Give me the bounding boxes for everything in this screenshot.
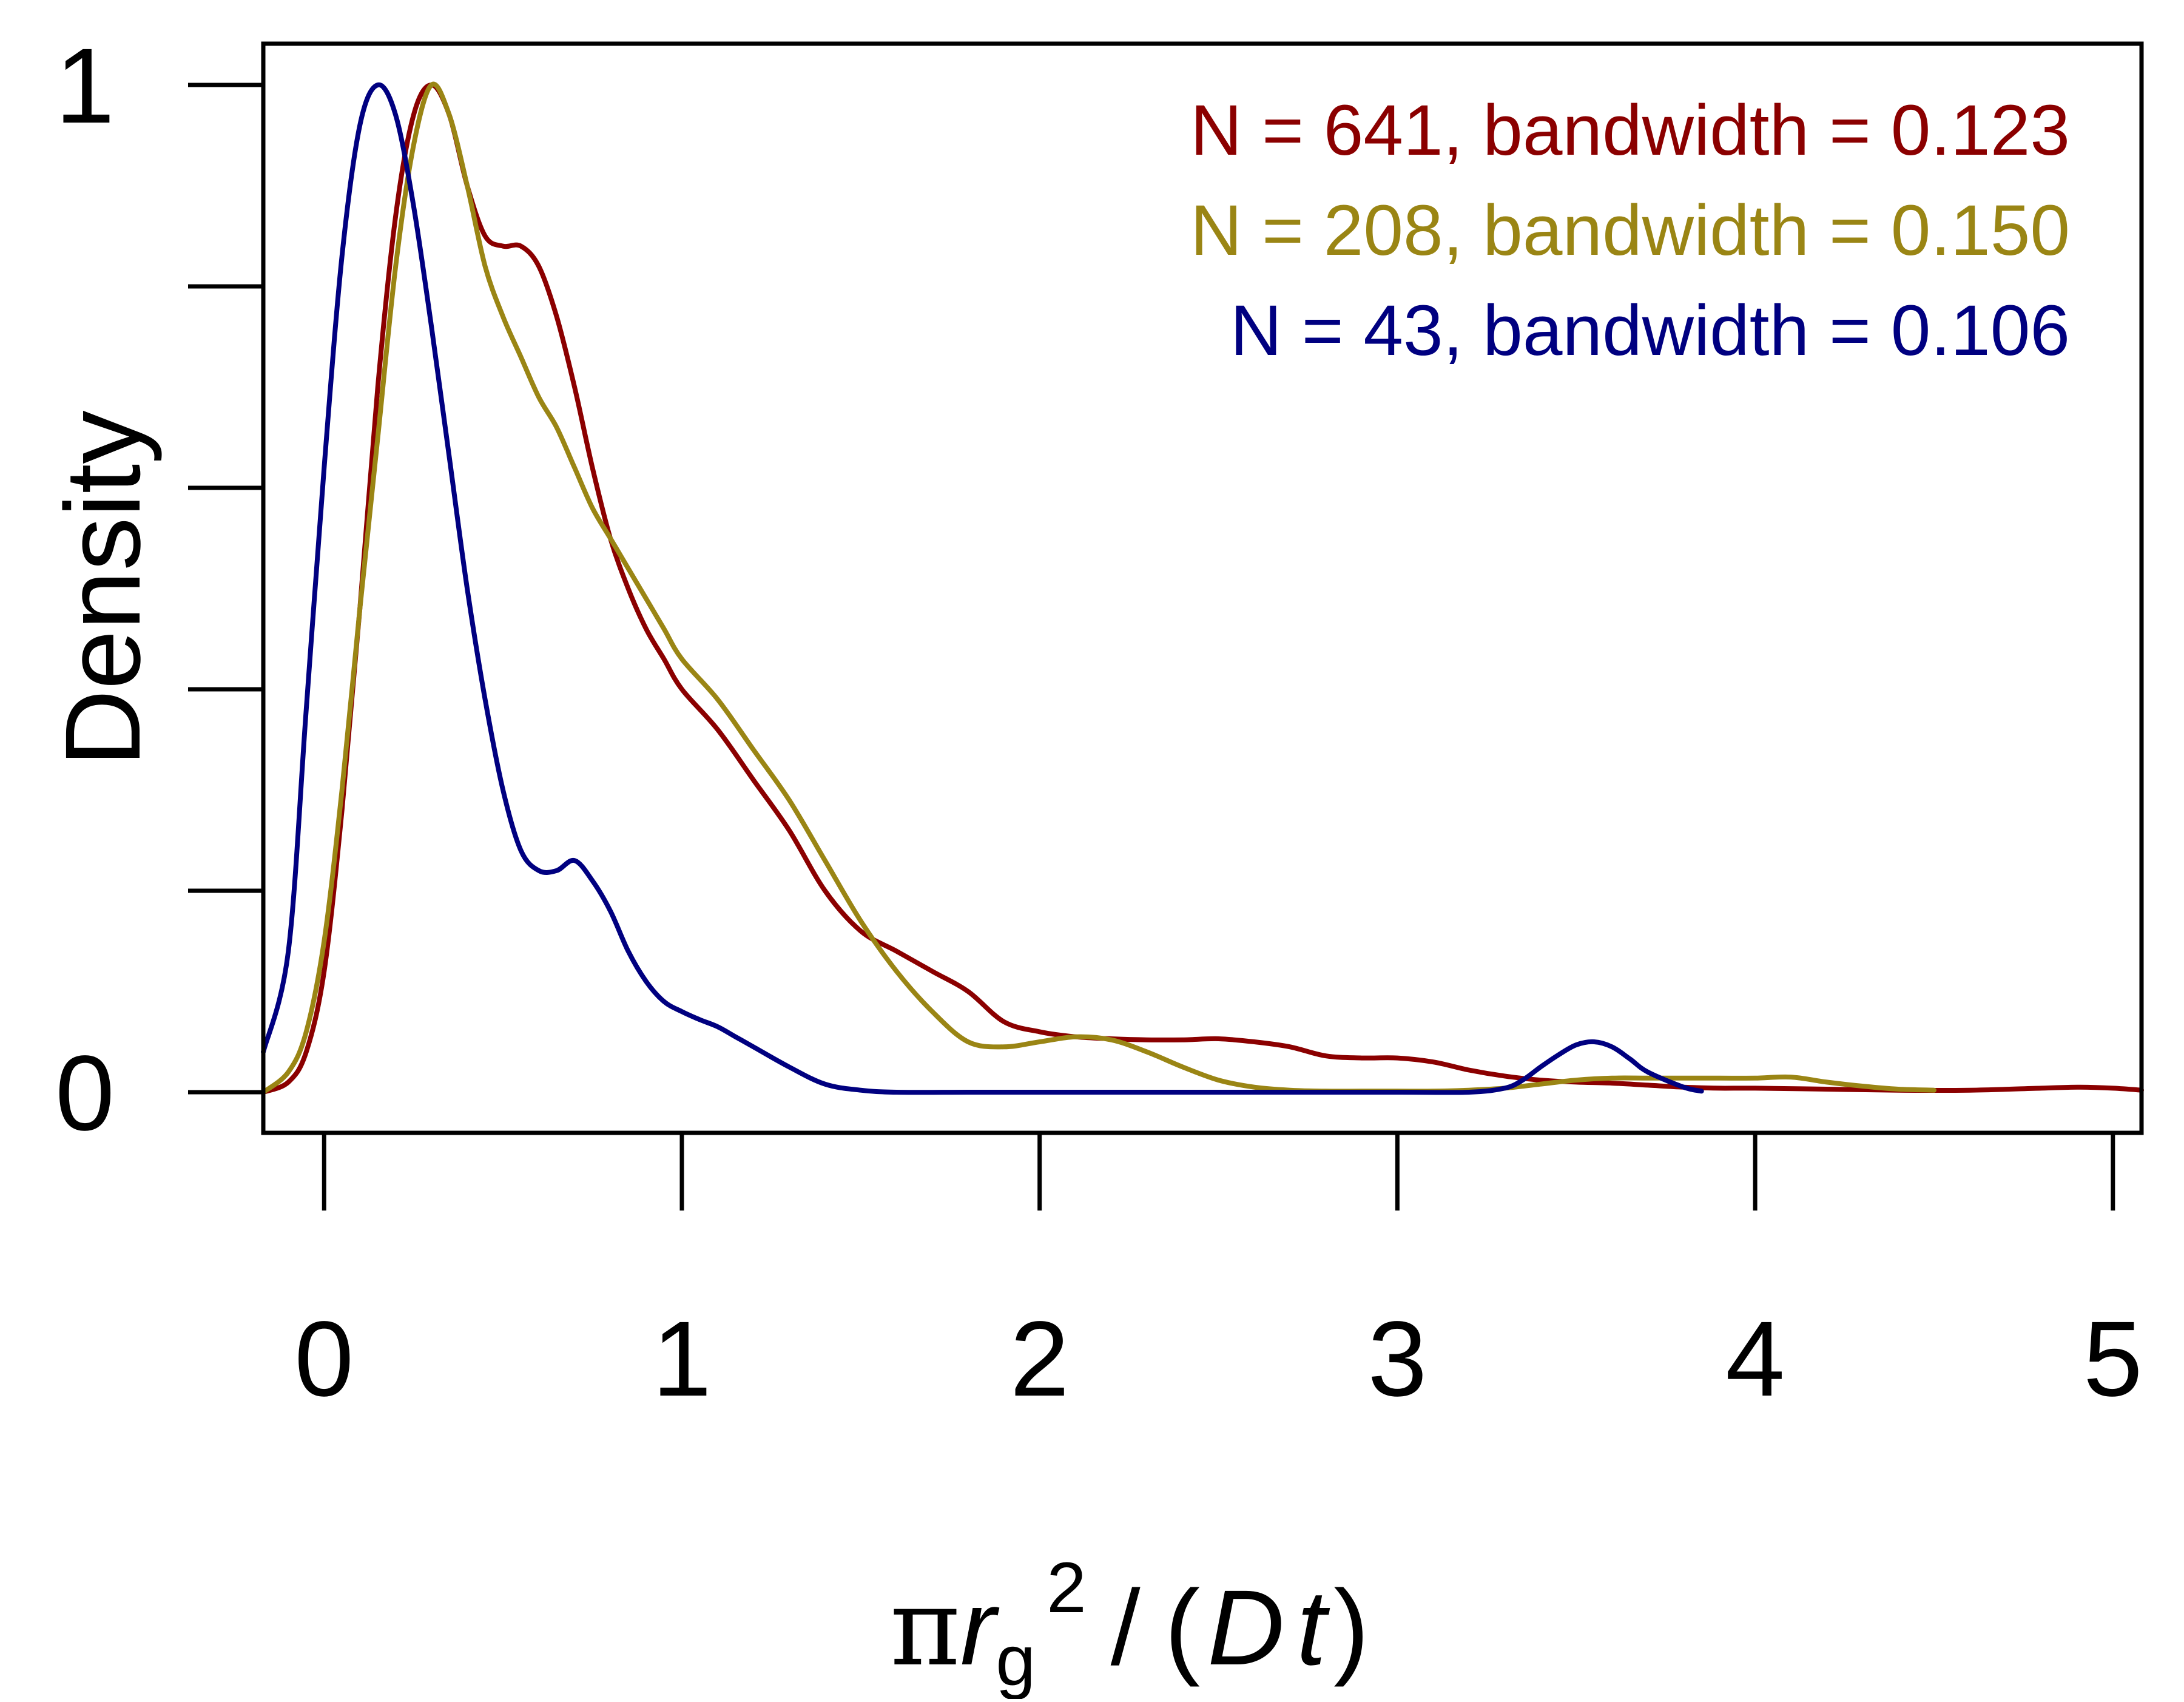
y-tick-label: 0 xyxy=(55,1034,115,1153)
x-tick-label: 1 xyxy=(652,1300,712,1419)
x-axis-title-slash: / xyxy=(1111,1569,1141,1687)
legend: N = 641, bandwidth = 0.123 N = 208, bandw… xyxy=(1190,90,2070,371)
series-layer xyxy=(261,81,2144,1095)
x-axis: 0 1 2 3 4 5 xyxy=(294,1133,2143,1419)
x-axis-title-superscript: 2 xyxy=(1046,1548,1087,1628)
legend-entry-3: N = 43, bandwidth = 0.106 xyxy=(1230,291,2070,371)
x-axis-title-D: D xyxy=(1207,1569,1284,1687)
series-line-2 xyxy=(261,81,1936,1095)
x-axis-title-t: t xyxy=(1296,1569,1330,1687)
x-tick-label: 4 xyxy=(1725,1300,1785,1419)
x-axis-title-r: r xyxy=(960,1569,1000,1687)
y-axis: 01 xyxy=(55,27,263,1153)
legend-entry-1: N = 641, bandwidth = 0.123 xyxy=(1190,90,2070,171)
plot-frame xyxy=(261,41,2144,1135)
x-axis-title-subscript: g xyxy=(996,1621,1036,1699)
series-line-1 xyxy=(261,83,2144,1095)
y-tick-label: 1 xyxy=(55,27,115,146)
x-tick-label: 2 xyxy=(1010,1300,1070,1419)
x-axis-title-open-paren: ( xyxy=(1165,1569,1201,1687)
x-axis-title-close-paren: ) xyxy=(1333,1569,1369,1687)
x-tick-label: 5 xyxy=(2083,1300,2143,1419)
y-axis-title: Density xyxy=(44,411,163,767)
x-axis-title-pi: π xyxy=(890,1565,960,1690)
x-axis-title: πrg2 /(D t) xyxy=(890,1548,1369,1699)
series-line-3 xyxy=(261,82,1704,1095)
x-tick-label: 3 xyxy=(1367,1300,1427,1419)
legend-entry-2: N = 208, bandwidth = 0.150 xyxy=(1190,191,2070,271)
x-tick-label: 0 xyxy=(294,1300,354,1419)
